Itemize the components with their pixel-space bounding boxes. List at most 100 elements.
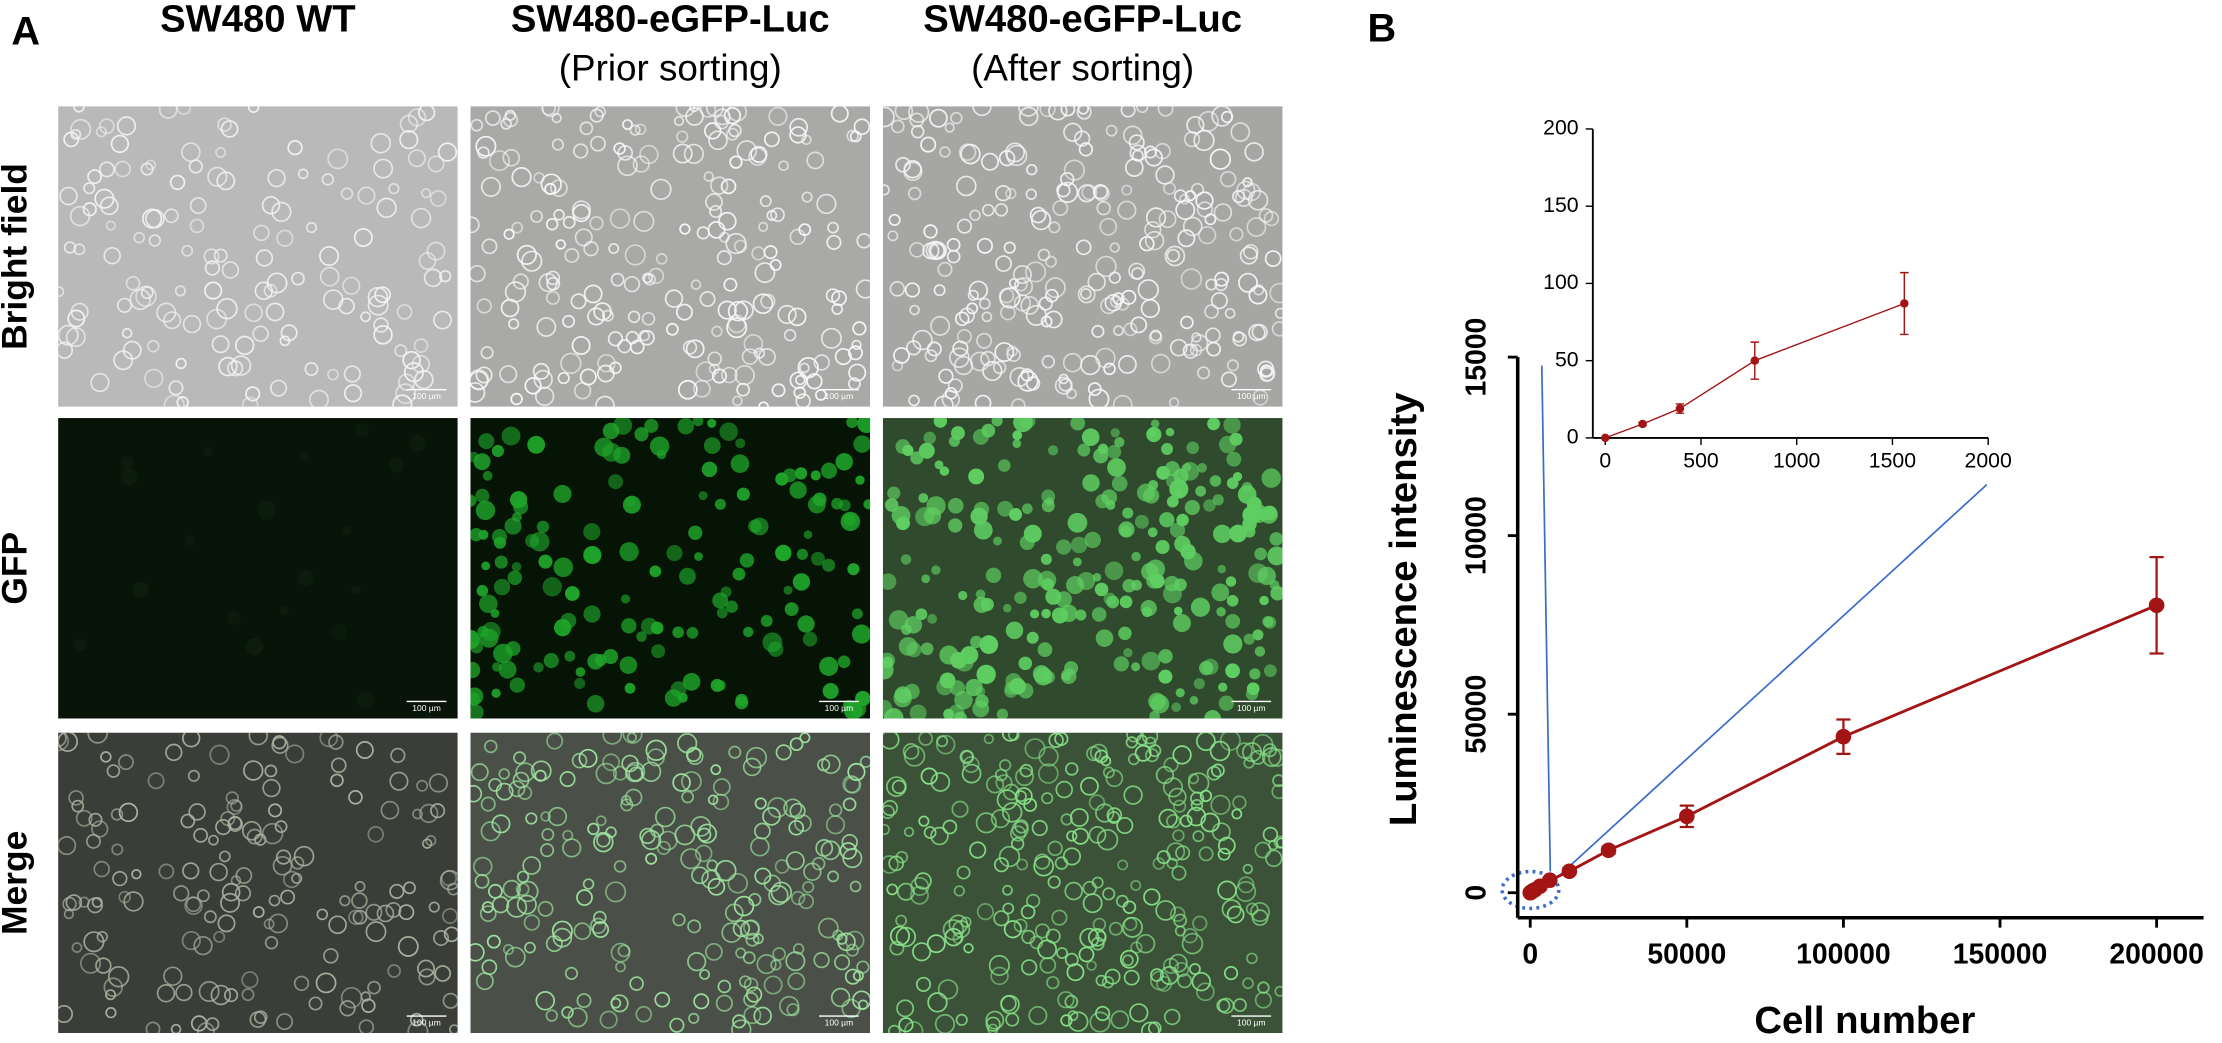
cell	[331, 624, 347, 640]
cell	[1229, 227, 1244, 242]
cell	[165, 743, 183, 762]
cell	[771, 383, 786, 398]
cell	[423, 268, 443, 288]
cell	[1181, 932, 1204, 955]
cell	[778, 160, 789, 172]
cell	[1217, 564, 1226, 574]
cell	[575, 667, 586, 677]
cell	[521, 250, 543, 272]
cell	[373, 158, 394, 179]
cell	[1254, 646, 1266, 657]
cell	[1204, 710, 1221, 719]
cell	[73, 243, 86, 256]
cell	[1144, 148, 1163, 167]
cell	[1232, 331, 1248, 347]
zoom-line	[1555, 484, 1988, 880]
cell	[1121, 289, 1137, 305]
cell	[1171, 702, 1182, 713]
cell	[1149, 329, 1162, 342]
cell	[1184, 551, 1203, 571]
cell	[754, 867, 772, 885]
cell	[562, 314, 576, 328]
cell	[268, 913, 289, 934]
cell	[605, 826, 617, 838]
zoom-guides	[1500, 365, 1988, 911]
cell	[587, 307, 606, 326]
cell	[923, 224, 938, 239]
cell	[1220, 110, 1234, 124]
cell	[727, 873, 749, 894]
cell	[416, 779, 429, 792]
cell	[132, 581, 149, 598]
cell	[682, 672, 701, 691]
cell	[141, 208, 163, 229]
cell	[1242, 244, 1259, 260]
cell	[1116, 816, 1134, 835]
cell	[140, 286, 154, 300]
cell	[1171, 865, 1187, 881]
cell	[941, 390, 961, 407]
cell	[319, 246, 340, 267]
cell	[410, 207, 432, 229]
cell	[168, 380, 184, 396]
cell	[1092, 184, 1109, 200]
cell	[583, 240, 599, 257]
cell	[803, 530, 813, 539]
cell	[759, 195, 772, 208]
cell	[797, 615, 815, 633]
cell	[70, 118, 92, 140]
cell	[789, 481, 807, 499]
cell	[365, 921, 387, 943]
cell	[541, 828, 555, 841]
cell	[291, 271, 305, 286]
cell	[156, 984, 176, 1003]
cell	[792, 943, 805, 955]
cell	[120, 467, 139, 486]
y-tick-label: 0	[1461, 885, 1493, 901]
cell	[888, 610, 909, 630]
cell	[380, 800, 400, 820]
cell	[1087, 382, 1102, 397]
cell	[703, 437, 721, 454]
cell	[1235, 881, 1257, 902]
cell	[944, 122, 955, 133]
cell	[1219, 170, 1237, 188]
cell	[545, 290, 560, 305]
cell	[830, 987, 851, 1008]
cell	[812, 492, 827, 507]
cell	[603, 649, 619, 665]
cell	[573, 143, 589, 159]
cell	[1180, 268, 1203, 290]
cell	[535, 991, 556, 1011]
cell	[582, 878, 595, 890]
cell	[739, 553, 755, 568]
cell	[1183, 131, 1201, 148]
cell	[1095, 347, 1116, 369]
cell	[367, 294, 389, 316]
cell	[1223, 634, 1243, 654]
cell	[727, 106, 748, 122]
cell	[613, 142, 626, 155]
cell	[308, 389, 329, 407]
cell	[756, 954, 777, 975]
cell	[1026, 164, 1038, 176]
cell	[592, 921, 610, 938]
cell	[1241, 481, 1253, 493]
cell	[1121, 916, 1143, 938]
cell	[595, 815, 607, 827]
cell	[557, 371, 570, 385]
cell	[602, 732, 623, 745]
cell	[624, 788, 643, 807]
cell	[82, 202, 97, 217]
cell	[241, 971, 259, 989]
cell	[215, 146, 227, 158]
cell	[852, 624, 871, 644]
cell	[923, 507, 942, 525]
cell	[491, 688, 501, 698]
cell	[968, 468, 985, 485]
cell	[1075, 609, 1087, 621]
cell	[433, 310, 453, 330]
cell	[813, 951, 830, 969]
cell	[470, 687, 484, 706]
x-tick-label: 0	[1522, 938, 1538, 970]
